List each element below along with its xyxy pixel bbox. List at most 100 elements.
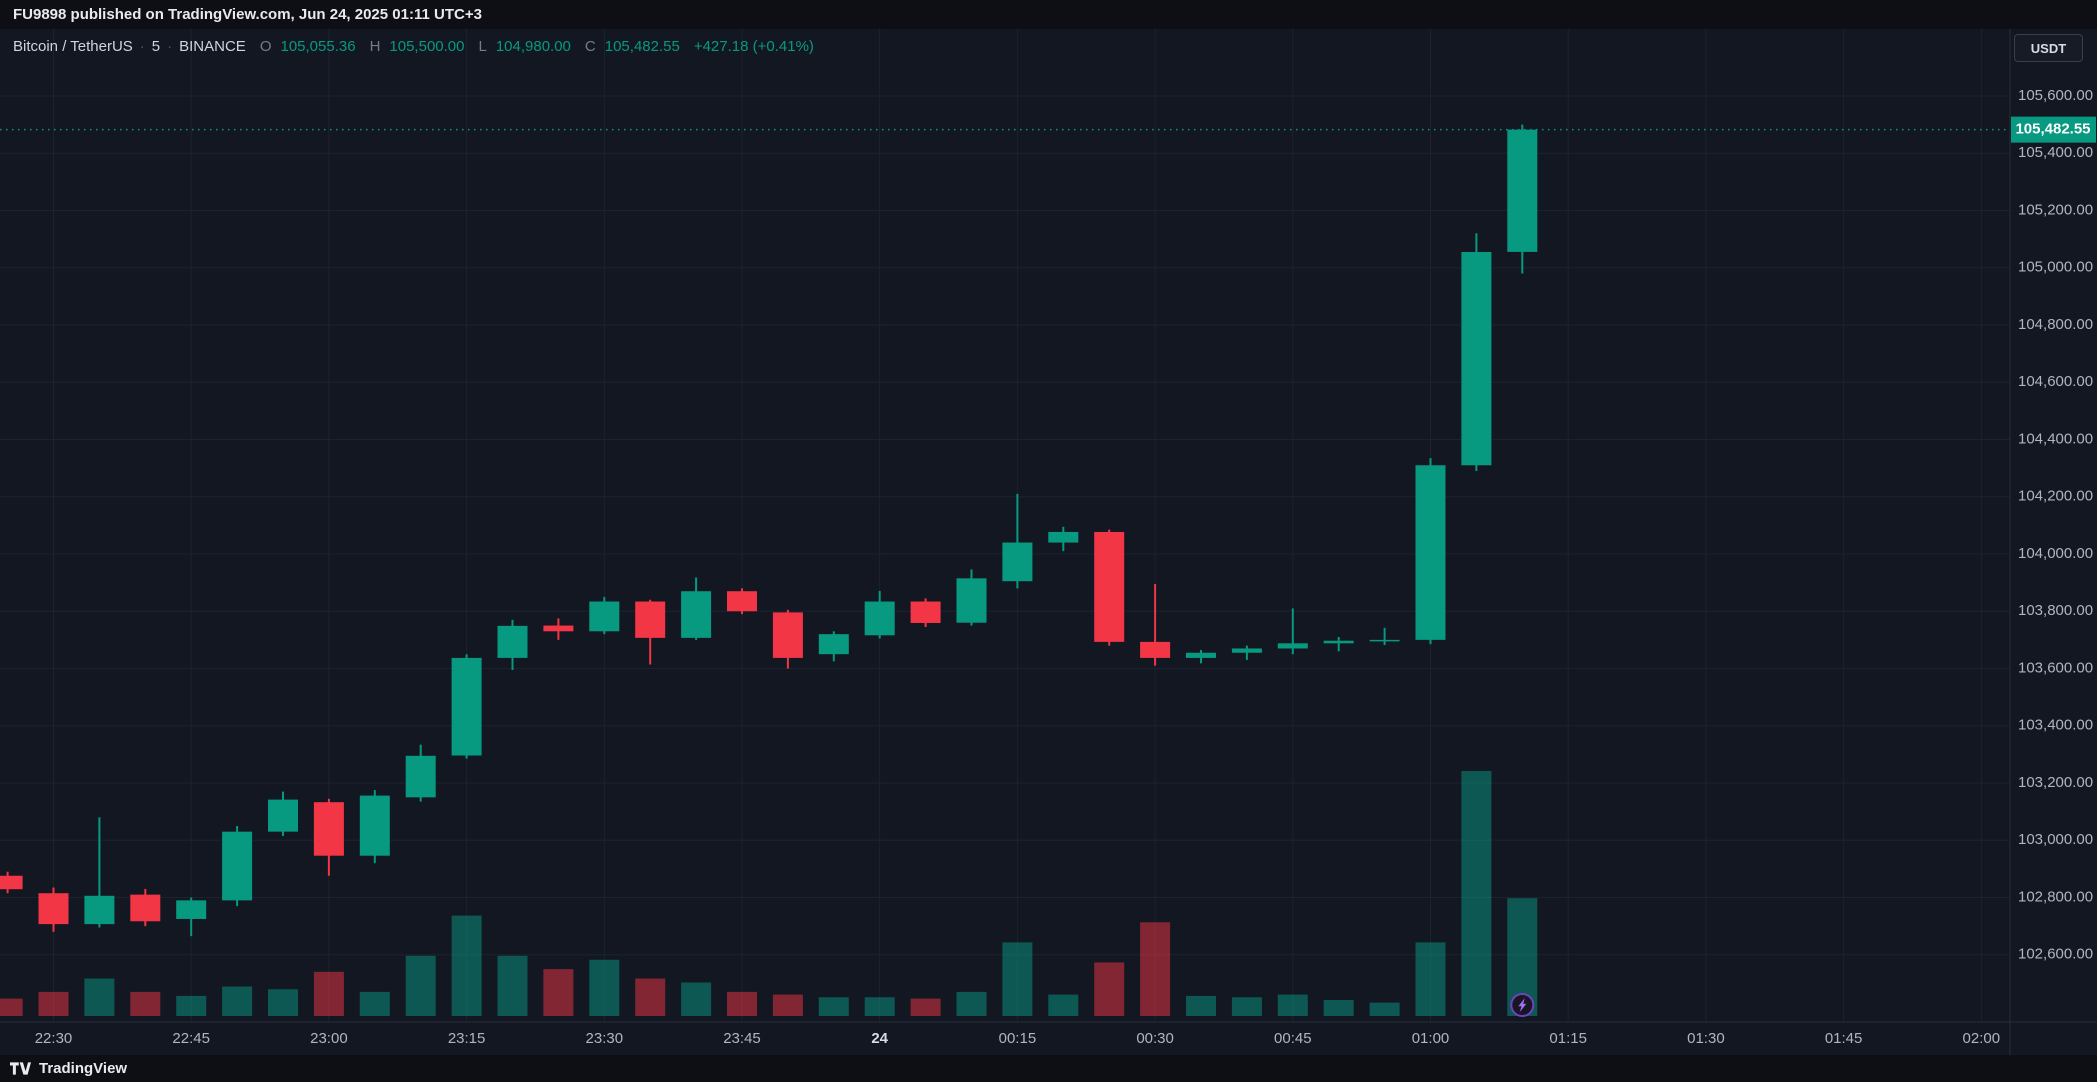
low-value: 104,980.00 — [495, 38, 571, 55]
price-tick-label: 102,800.00 — [2018, 888, 2093, 905]
price-axis-scale[interactable] — [2010, 29, 2097, 1022]
tradingview-wordmark[interactable]: TradingView — [39, 1060, 128, 1077]
volume-bar — [1140, 922, 1171, 1016]
publish-info-text: FU9898 published on TradingView.com, Jun… — [13, 6, 482, 23]
time-tick-label: 00:30 — [1136, 1030, 1174, 1047]
candle-body — [497, 625, 528, 658]
candle-body — [543, 625, 574, 632]
time-tick-label: 00:15 — [999, 1030, 1037, 1047]
time-tick-label: 23:00 — [310, 1030, 348, 1047]
candle-body — [38, 893, 69, 925]
low-label: L — [478, 38, 487, 55]
time-tick-label: 22:30 — [35, 1030, 73, 1047]
volume-bar — [681, 982, 712, 1016]
price-tick-label: 104,800.00 — [2018, 316, 2093, 333]
time-tick-label: 23:45 — [723, 1030, 761, 1047]
price-tick-label: 105,400.00 — [2018, 144, 2093, 161]
candle-body — [1323, 640, 1354, 644]
candle-body — [910, 601, 941, 623]
candle-body — [359, 795, 390, 856]
volume-bar — [1415, 942, 1446, 1016]
time-tick-label: 00:45 — [1274, 1030, 1312, 1047]
price-tick-label: 103,200.00 — [2018, 774, 2093, 791]
candle-body — [818, 634, 849, 655]
time-tick-label: 01:15 — [1549, 1030, 1587, 1047]
chart-container[interactable]: 105,600.00 105,400.00 105,200.00 105,000.00… — [0, 29, 2097, 1055]
candle-body — [0, 875, 23, 890]
last-price-badge-text: 105,482.55 — [2015, 121, 2090, 138]
volume-bar — [0, 998, 23, 1016]
time-tick-label: 22:45 — [172, 1030, 210, 1047]
legend-separator: · — [139, 38, 145, 55]
candle-body — [956, 578, 987, 623]
volume-bar — [864, 997, 895, 1016]
volume-bar — [910, 998, 941, 1016]
price-tick-label: 103,600.00 — [2018, 659, 2093, 676]
volume-bar — [130, 991, 161, 1016]
volume-bar — [727, 991, 757, 1016]
price-tick-label: 103,000.00 — [2018, 831, 2093, 848]
price-tick-label: 104,200.00 — [2018, 488, 2093, 505]
candle-body — [176, 900, 207, 919]
candle-body — [772, 612, 803, 658]
candle-body — [268, 799, 298, 832]
volume-bar — [1094, 962, 1125, 1016]
time-axis-scale[interactable] — [0, 1022, 2097, 1055]
legend-separator: · — [167, 38, 173, 55]
price-tick-label: 104,400.00 — [2018, 430, 2093, 447]
volume-bar — [268, 989, 298, 1016]
candle-body — [222, 831, 253, 901]
time-tick-label: 24 — [871, 1030, 888, 1047]
publish-info-bar: FU9898 published on TradingView.com, Jun… — [0, 0, 2097, 29]
price-tick-label: 104,600.00 — [2018, 373, 2093, 390]
volume-bar — [1461, 771, 1492, 1016]
candle-body — [313, 802, 344, 856]
candle-body — [589, 601, 620, 632]
footer-bar: TradingView — [0, 1055, 2097, 1082]
open-value: 105,055.36 — [280, 38, 356, 55]
time-tick-label: 02:00 — [1963, 1030, 2001, 1047]
volume-bar — [589, 959, 620, 1016]
price-tick-label: 105,200.00 — [2018, 201, 2093, 218]
volume-bar — [84, 978, 115, 1016]
volume-bar — [38, 991, 69, 1016]
currency-toggle-button[interactable]: USDT — [2014, 34, 2083, 62]
candle-body — [1277, 643, 1308, 649]
volume-bar — [497, 955, 528, 1016]
volume-bar — [1231, 997, 1262, 1016]
price-tick-label: 105,000.00 — [2018, 259, 2093, 276]
volume-bar — [635, 978, 666, 1016]
price-tick-label: 103,400.00 — [2018, 717, 2093, 734]
tradingview-logo-icon[interactable] — [10, 1062, 31, 1075]
volume-bar — [818, 997, 849, 1016]
interval-label[interactable]: 5 — [151, 38, 161, 55]
candlestick-chart[interactable]: 105,600.00 105,400.00 105,200.00 105,000.00… — [0, 29, 2097, 1055]
volume-bar — [1186, 995, 1216, 1016]
symbol-name[interactable]: Bitcoin / TetherUS — [13, 38, 133, 55]
candle-body — [1186, 652, 1216, 658]
price-tick-label: 103,800.00 — [2018, 602, 2093, 619]
candle-body — [405, 755, 436, 798]
volume-bar — [1277, 994, 1308, 1016]
candle-body — [1094, 531, 1125, 642]
time-tick-label: 23:30 — [586, 1030, 624, 1047]
volume-bar — [1323, 999, 1354, 1016]
volume-bar — [1048, 994, 1079, 1016]
close-value: 105,482.55 — [604, 38, 680, 55]
candle-body — [130, 894, 161, 922]
candle-body — [864, 601, 895, 636]
candle-body — [1002, 542, 1033, 582]
volume-bar — [543, 969, 574, 1016]
volume-bar — [1369, 1002, 1400, 1016]
exchange-label[interactable]: BINANCE — [179, 38, 246, 55]
candle-body — [727, 591, 757, 612]
volume-bar — [222, 986, 253, 1016]
candle-body — [1507, 129, 1538, 252]
price-tick-label: 104,000.00 — [2018, 545, 2093, 562]
candle-body — [1048, 531, 1079, 543]
candle-body — [1369, 639, 1400, 642]
volume-bar — [772, 994, 803, 1016]
time-tick-label: 23:15 — [448, 1030, 486, 1047]
close-label: C — [584, 38, 596, 55]
high-label: H — [369, 38, 381, 55]
